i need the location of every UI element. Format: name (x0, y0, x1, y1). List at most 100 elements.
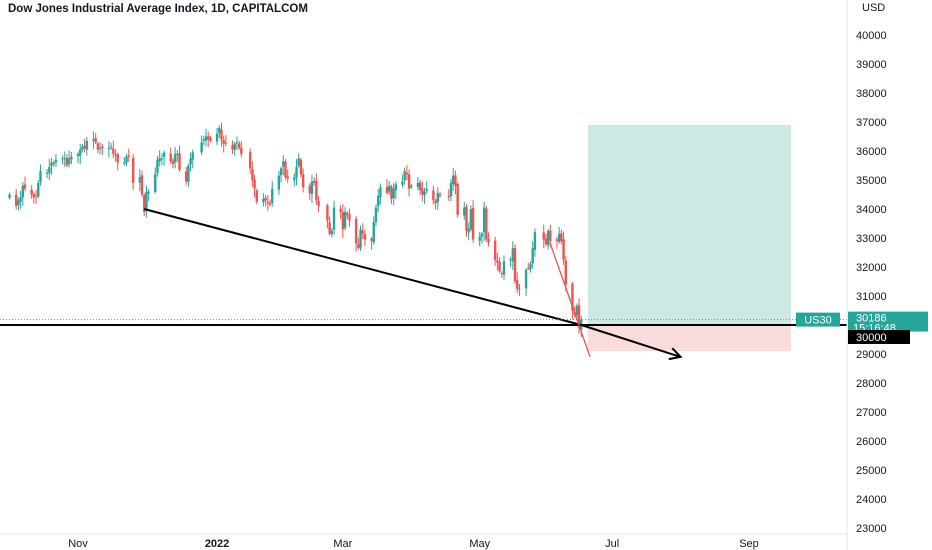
candle-body (85, 140, 89, 150)
price-tick-label: 38000 (856, 88, 887, 100)
candle-body (154, 174, 157, 192)
candle-body (542, 232, 545, 240)
candle-body (343, 211, 347, 228)
currency-label: USD (862, 2, 885, 14)
time-tick-label: Nov (68, 538, 88, 550)
candle-body (63, 158, 66, 160)
candle-body (295, 166, 298, 178)
symbol-tag (796, 312, 840, 327)
candle-body (187, 165, 190, 182)
candle-body (310, 181, 314, 195)
candle-body (240, 147, 243, 154)
time-axis[interactable]: Nov 2022 Mar May Jul Sep (68, 538, 759, 550)
candle-body (191, 152, 194, 160)
price-axis[interactable]: USD 23000 24000 25000 26000 27000 28000 29000 30… (856, 2, 887, 535)
candle-body (76, 153, 80, 157)
candle-body (8, 194, 11, 198)
candle-body (301, 174, 305, 188)
candle-body (271, 188, 274, 204)
candle-body (189, 158, 192, 165)
candle-body (348, 214, 351, 221)
candle-body (215, 133, 219, 142)
candle-body (308, 185, 311, 194)
candle-body (315, 181, 318, 201)
candle-body (48, 166, 51, 174)
candle-body (251, 169, 254, 180)
candle-body (81, 146, 84, 150)
candle-body (169, 153, 172, 162)
candle-body (140, 175, 144, 195)
candle-body (454, 175, 457, 186)
candle-body (173, 153, 177, 163)
candle-body (50, 162, 53, 166)
candle-body (346, 212, 349, 215)
price-tick-label: 27000 (856, 407, 887, 419)
candle-body (83, 145, 86, 149)
candle-body (209, 137, 212, 141)
candle-body (14, 194, 18, 207)
candle-body (533, 232, 537, 250)
candle-body (125, 156, 128, 163)
candle-body (171, 160, 175, 165)
candle-body (224, 142, 228, 144)
candle-body (516, 280, 519, 289)
candle-body (527, 268, 530, 270)
stop-zone (587, 325, 791, 352)
candle-body (204, 136, 208, 141)
position-zones (587, 124, 791, 352)
candle-body (237, 143, 241, 149)
candle-body (202, 139, 206, 141)
candle-body (207, 136, 210, 140)
candle-body (328, 222, 331, 234)
candle-body (79, 149, 82, 156)
candle-body (34, 195, 38, 197)
candle-body (235, 142, 239, 144)
candle-body (370, 238, 373, 241)
candle-body (341, 211, 345, 230)
price-tick-label: 35000 (856, 175, 887, 187)
candle-body (178, 153, 181, 170)
target-zone (587, 124, 791, 326)
candle-body (471, 207, 475, 240)
candle-body (390, 186, 393, 199)
candle-body (332, 207, 336, 230)
candle-body (469, 209, 473, 230)
candle-body (143, 195, 146, 212)
candle-body (255, 190, 258, 202)
candlestick-series (8, 122, 583, 338)
projection-arrow-head (668, 347, 683, 361)
candle-body (544, 238, 548, 244)
candle-body (564, 260, 567, 285)
candle-body (531, 248, 534, 264)
candle-body (487, 239, 490, 243)
candle-body (465, 206, 468, 231)
red-trend-line (549, 243, 591, 358)
candle-body (423, 191, 426, 196)
candle-body (359, 229, 362, 248)
candle-body (511, 248, 515, 262)
price-tick-label: 24000 (856, 494, 887, 506)
candle-body (94, 138, 97, 143)
candle-body (557, 233, 561, 242)
candle-body (434, 200, 437, 204)
candle-body (112, 148, 115, 154)
candle-body (410, 185, 413, 188)
candle-body (277, 175, 281, 190)
time-tick-label: May (469, 538, 490, 550)
candle-body (421, 188, 424, 195)
candle-body (524, 269, 528, 289)
candle-body (432, 190, 435, 201)
level-tag (848, 330, 910, 344)
candle-body (549, 230, 552, 241)
candle-body (330, 230, 334, 234)
candle-body (158, 158, 161, 162)
candle-body (266, 201, 270, 204)
candle-body (317, 200, 320, 207)
candle-body (61, 158, 64, 160)
candle-body (478, 236, 481, 241)
candle-body (233, 143, 236, 150)
candle-body (19, 197, 22, 202)
candle-body (374, 207, 378, 223)
candle-body (162, 152, 166, 157)
